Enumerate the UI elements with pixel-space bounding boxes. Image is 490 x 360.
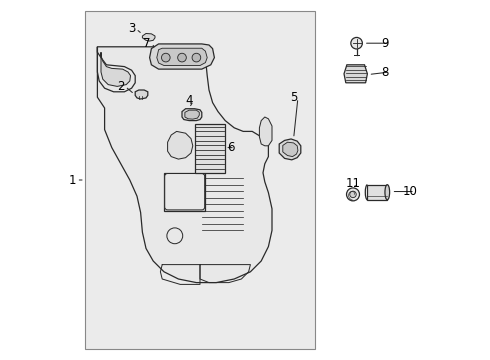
Polygon shape — [344, 65, 368, 83]
Polygon shape — [101, 52, 130, 86]
Text: 10: 10 — [403, 185, 418, 198]
Text: 3: 3 — [128, 22, 135, 35]
Text: 11: 11 — [345, 177, 361, 190]
Polygon shape — [259, 117, 272, 146]
Text: 1: 1 — [69, 174, 76, 186]
Polygon shape — [283, 142, 298, 157]
Bar — [195, 124, 225, 173]
Text: 8: 8 — [382, 66, 389, 78]
Polygon shape — [182, 109, 202, 121]
Circle shape — [350, 191, 356, 198]
Text: 4: 4 — [185, 94, 193, 107]
Circle shape — [346, 188, 360, 201]
Polygon shape — [157, 48, 207, 66]
Polygon shape — [98, 47, 135, 92]
Polygon shape — [149, 44, 215, 69]
Circle shape — [192, 53, 201, 62]
FancyBboxPatch shape — [165, 174, 205, 210]
Circle shape — [162, 53, 170, 62]
Polygon shape — [185, 110, 199, 119]
Circle shape — [167, 228, 183, 244]
Text: 7: 7 — [144, 37, 151, 50]
Polygon shape — [143, 33, 155, 41]
Ellipse shape — [385, 185, 390, 200]
Text: 9: 9 — [382, 37, 389, 50]
Bar — [164, 173, 205, 211]
Bar — [85, 11, 315, 349]
Circle shape — [351, 37, 363, 49]
Circle shape — [178, 53, 186, 62]
Polygon shape — [168, 131, 193, 159]
Text: 6: 6 — [227, 141, 234, 154]
Polygon shape — [135, 90, 148, 99]
Polygon shape — [98, 47, 272, 283]
Bar — [368, 185, 387, 200]
Text: 5: 5 — [290, 91, 297, 104]
Text: 2: 2 — [117, 80, 124, 93]
Polygon shape — [279, 139, 301, 160]
